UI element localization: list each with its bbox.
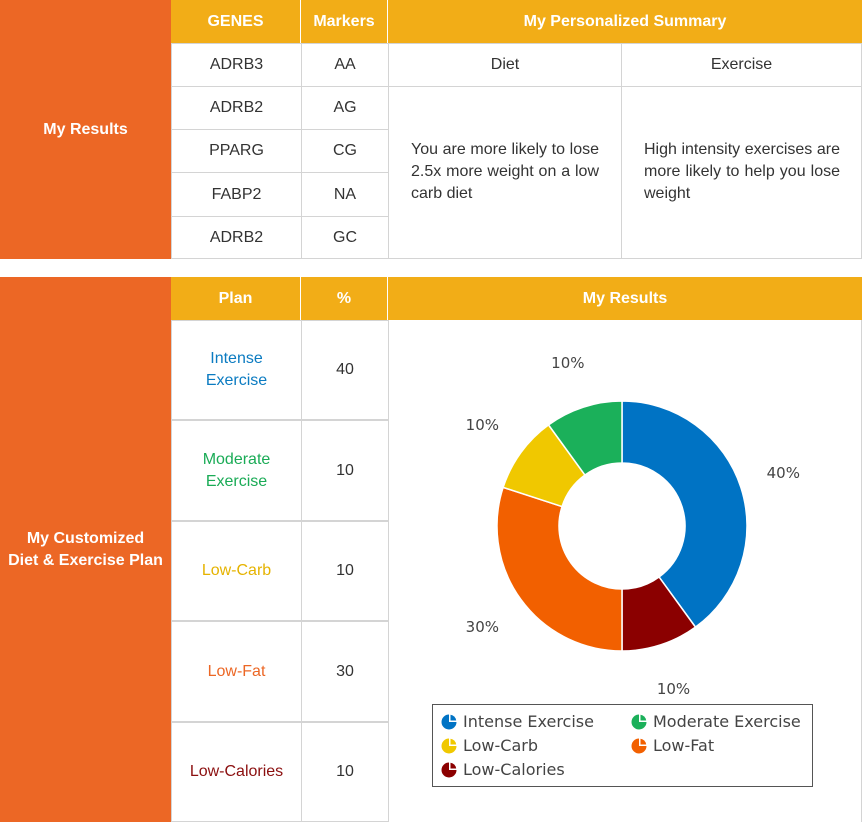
genes-header: GENES: [171, 0, 301, 43]
legend-entry-label: Low-Carb: [463, 736, 538, 755]
slice-percent-label: 30%: [465, 617, 499, 636]
donut-slice-intense-exercise: [621, 400, 748, 629]
diet-summary-cell: You are more likely to lose 2.5x more we…: [388, 86, 622, 259]
plan-cell: Low-Fat: [171, 621, 302, 722]
plan-name-line1: Low-Calories: [189, 763, 284, 780]
marker-cell: AA: [301, 43, 389, 87]
donut-slice-moderate-exercise: [547, 400, 623, 477]
chart-panel: 40% 10% 30% 10% 10% Intense Exercise Moderate…: [388, 320, 862, 822]
gene-cell: ADRB2: [171, 86, 302, 130]
percent-cell: 10: [301, 420, 389, 521]
slice-percent-label: 10%: [656, 679, 691, 698]
side-label-text: My Results: [43, 120, 128, 138]
donut-chart: [496, 400, 748, 652]
plan-name-line1: Moderate: [202, 450, 271, 468]
diet-subheader: Diet: [388, 43, 622, 87]
legend-pie-icon: [441, 762, 457, 778]
percent-cell: 30: [301, 621, 389, 722]
plan-name-line1: Low-Fat: [207, 662, 266, 680]
slice-percent-label: 10%: [551, 354, 585, 373]
gene-cell: PPARG: [171, 129, 302, 173]
marker-cell: CG: [301, 129, 389, 173]
chart-legend: Intense Exercise Moderate Exercise Low-Car…: [432, 704, 813, 787]
markers-header: Markers: [301, 0, 388, 43]
plan-cell: Intense Exercise: [171, 320, 302, 420]
plan-name-line2: Exercise: [205, 372, 268, 389]
plan-header: Plan: [171, 277, 301, 320]
plan-side-line1: My Customized: [26, 529, 145, 547]
plan-side-label: My Customized Diet & Exercise Plan: [0, 277, 171, 822]
legend-entry-label: Intense Exercise: [463, 712, 594, 731]
slice-percent-label: 40%: [766, 464, 800, 483]
plan-name-line1: Intense: [210, 350, 263, 367]
slice-percent-label: 10%: [465, 416, 499, 435]
percent-cell: 10: [301, 722, 389, 822]
diet-summary-text: You are more likely to lose 2.5x more we…: [411, 141, 599, 202]
gene-cell: ADRB2: [171, 216, 302, 259]
marker-cell: GC: [301, 216, 389, 259]
percent-cell: 40: [301, 320, 389, 420]
plan-side-label-text: My Customized Diet & Exercise Plan: [8, 528, 163, 572]
my-results-header: My Results: [388, 277, 862, 320]
legend-entry-label: Low-Fat: [653, 736, 715, 755]
legend-pie-icon: [631, 738, 647, 754]
plan-cell: Moderate Exercise: [171, 420, 302, 521]
legend-entry-label: Moderate Exercise: [653, 712, 801, 731]
legend-pie-icon: [441, 738, 457, 754]
legend-entry-label: Low-Calories: [463, 760, 565, 779]
marker-cell: AG: [301, 86, 389, 130]
gene-cell: FABP2: [171, 172, 302, 217]
plan-name-line2: Exercise: [205, 472, 268, 490]
legend-pie-icon: [441, 714, 457, 730]
plan-cell: Low-Carb: [171, 521, 302, 621]
exercise-summary-text: High intensity exercises are more likely…: [644, 141, 840, 202]
marker-cell: NA: [301, 172, 389, 217]
plan-cell: Low-Calories: [171, 722, 302, 822]
plan-name-line1: Low-Carb: [201, 562, 272, 579]
summary-header: My Personalized Summary: [388, 0, 862, 43]
percent-cell: 10: [301, 521, 389, 621]
legend-pie-icon: [631, 714, 647, 730]
exercise-subheader: Exercise: [621, 43, 862, 87]
exercise-summary-cell: High intensity exercises are more likely…: [621, 86, 862, 259]
percent-header: %: [301, 277, 388, 320]
plan-side-line2: Diet & Exercise Plan: [8, 551, 163, 569]
my-results-side-label: My Results: [0, 0, 171, 259]
gene-cell: ADRB3: [171, 43, 302, 87]
donut-slice-low-fat: [496, 486, 623, 652]
